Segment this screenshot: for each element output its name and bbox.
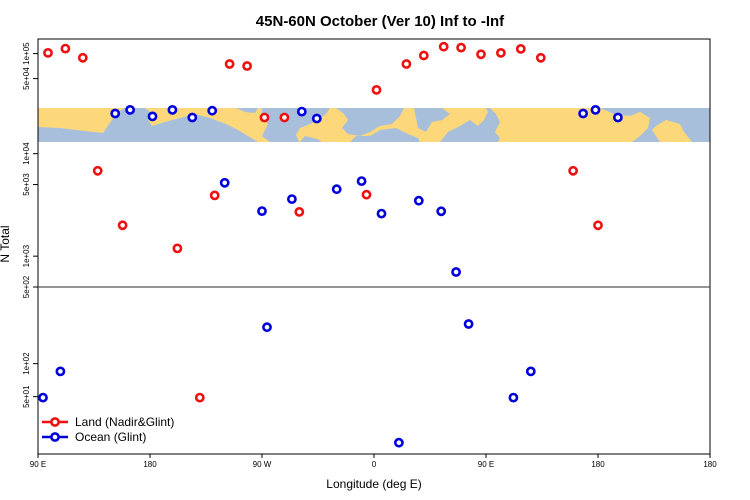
ocean-point [436, 206, 447, 217]
y-axis-label: N Total [0, 225, 12, 262]
x-tick-label: 90 E [30, 460, 46, 469]
ocean-point [110, 108, 121, 119]
ocean-point [311, 113, 322, 124]
x-tick-label: 90 W [253, 460, 272, 469]
ocean-point [463, 319, 474, 329]
x-tick-label: 90 E [478, 460, 494, 469]
ocean-point [286, 194, 297, 204]
land-point [495, 48, 506, 58]
land-point [117, 220, 128, 231]
legend-land-label: Land (Nadir&Glint) [75, 415, 174, 429]
ocean-point [219, 177, 230, 188]
y-tick-label: 5e+04 [22, 67, 31, 90]
ocean-point [590, 105, 601, 115]
ocean-point [257, 206, 267, 216]
map-ocean-shape [350, 128, 420, 142]
y-tick-label: 5e+01 [22, 385, 31, 408]
ocean-point [413, 195, 424, 206]
land-point [60, 43, 71, 54]
ocean-point [525, 366, 536, 377]
land-point [515, 44, 526, 54]
legend-land-marker [50, 417, 60, 427]
ocean-point [376, 208, 387, 219]
land-point [77, 52, 88, 63]
legend: Land (Nadir&Glint) Ocean (Glint) [42, 415, 174, 444]
map-ocean-shape [236, 108, 258, 113]
land-point [438, 41, 449, 52]
map-ocean-shape [414, 108, 450, 132]
land-point [294, 206, 305, 217]
ocean-point [125, 105, 136, 115]
y-tick-label: 1e+04 [22, 142, 31, 165]
land-point [209, 190, 220, 201]
map-ocean-shape [300, 136, 322, 142]
land-point [418, 50, 429, 61]
x-axis-ticks: 90 E 180 90 W 0 90 E 180 180 [30, 454, 717, 469]
land-point [371, 85, 382, 95]
ocean-point [393, 437, 404, 448]
land-point [194, 392, 205, 403]
y-tick-label: 5e+03 [22, 173, 31, 196]
y-tick-label: 1e+02 [22, 352, 31, 375]
land-point [401, 59, 412, 69]
y-tick-label: 5e+02 [22, 275, 31, 298]
x-tick-label: 180 [591, 460, 605, 469]
ocean-point [167, 105, 178, 115]
map-ocean-shape [440, 108, 500, 142]
ocean-point [207, 105, 218, 116]
ocean-point [331, 184, 342, 195]
map-ocean-shape [652, 108, 664, 112]
legend-ocean-label: Ocean (Glint) [75, 430, 146, 444]
ocean-point [55, 366, 66, 377]
land-point [456, 42, 466, 53]
world-map-strip [38, 108, 710, 142]
ocean-point [147, 111, 158, 122]
map-ocean-shape [600, 108, 710, 142]
y-tick-label: 1e+03 [22, 244, 31, 267]
plot-frame [37, 38, 711, 455]
y-tick-label: 1e+05 [22, 42, 31, 65]
land-point [593, 220, 603, 231]
land-point [279, 112, 290, 123]
land-point [242, 61, 252, 71]
map-ocean-shape [38, 108, 258, 142]
ocean-point [613, 112, 623, 123]
x-tick-label: 0 [372, 460, 377, 469]
map-ocean-shape [336, 108, 404, 136]
ocean-point [451, 267, 461, 277]
y-axis-ticks: 5e+04 1e+05 5e+02 1e+03 5e+03 1e+04 5e+01 1e+02 [22, 42, 38, 408]
ocean-point [578, 108, 588, 119]
land-point [259, 112, 270, 123]
ocean-point [508, 392, 519, 403]
land-point [172, 243, 183, 254]
x-tick-label: 180 [143, 460, 157, 469]
ocean-point [296, 106, 307, 117]
x-axis-label: Longitude (deg E) [326, 477, 421, 491]
data-points [38, 41, 623, 448]
land-point [535, 52, 546, 63]
x-tick-label: 180 [703, 460, 717, 469]
legend-ocean-marker [50, 432, 60, 442]
ocean-point [187, 112, 198, 123]
ocean-point [38, 392, 48, 403]
plot-border [37, 38, 711, 455]
land-point [361, 189, 372, 200]
ocean-point [262, 322, 272, 333]
land-point [92, 165, 103, 176]
land-point [568, 165, 578, 176]
ocean-point [356, 176, 367, 186]
land-point [224, 59, 235, 69]
chart-title: 45N-60N October (Ver 10) Inf to -Inf [256, 13, 505, 30]
land-point [43, 48, 53, 58]
land-point [476, 49, 486, 60]
